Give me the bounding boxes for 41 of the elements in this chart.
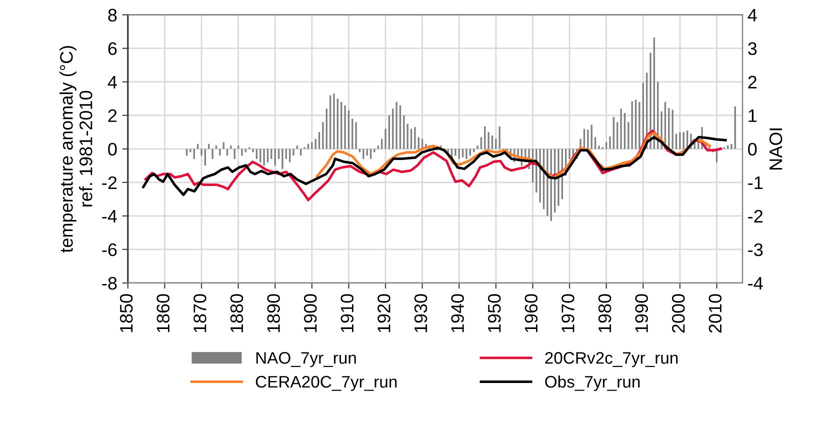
x-tick-label: 1980	[598, 294, 612, 332]
y-tick-label: -6	[102, 243, 117, 256]
legend-label: CERA20C_7yr_run	[256, 376, 397, 391]
y2-tick-label: 2	[748, 76, 756, 88]
x-tick-label: 1910	[340, 294, 354, 332]
y2-tick-label: 4	[748, 8, 757, 22]
y-tick-label: 6	[108, 42, 117, 56]
y-axis-title: temperature anomaly (°C) ref. 1981-2010	[60, 46, 92, 253]
x-tick-label: 1870	[194, 294, 206, 332]
y-tick-label: -4	[102, 210, 117, 222]
y2-tick-label: 1	[748, 109, 757, 122]
y-tick-label: -2	[102, 176, 117, 189]
y2-tick-label: 3	[748, 42, 757, 56]
x-tick-label: 1900	[304, 294, 317, 332]
x-tick-label: 1850	[120, 294, 133, 332]
x-tick-label: 1920	[378, 294, 390, 332]
y2-tick-label: -1	[748, 176, 763, 189]
y2-tick-label: -3	[748, 243, 763, 256]
x-tick-label: 1960	[524, 294, 538, 332]
x-tick-label: 1940	[451, 294, 464, 332]
y2-tick-label: -2	[748, 210, 763, 222]
x-tick-label: 1880	[230, 294, 244, 332]
y-tick-label: 4	[108, 76, 117, 88]
y-tick-label: 0	[108, 142, 117, 156]
y2-tick-label: 0	[748, 142, 757, 156]
y-tick-label: -8	[102, 276, 117, 290]
y2-axis-title: NAOI	[769, 128, 782, 170]
x-tick-label: 1990	[635, 294, 648, 332]
y2-tick-label: -4	[748, 277, 763, 290]
legend-label: Obs_7yr_run	[545, 375, 640, 391]
y-tick-label: 2	[108, 109, 117, 122]
legend-label: 20CRv2c_7yr_run	[545, 352, 678, 368]
x-tick-label: 1890	[267, 294, 280, 332]
x-tick-label: 1950	[488, 294, 501, 332]
x-tick-label: 2010	[708, 294, 722, 333]
x-tick-label: 1970	[562, 294, 574, 332]
x-tick-label: 1860	[156, 294, 170, 332]
y-tick-label: 8	[108, 8, 117, 22]
legend-label: NAO_7yr_run	[256, 352, 356, 368]
x-tick-label: 2000	[672, 294, 685, 333]
x-tick-label: 1930	[414, 294, 428, 332]
